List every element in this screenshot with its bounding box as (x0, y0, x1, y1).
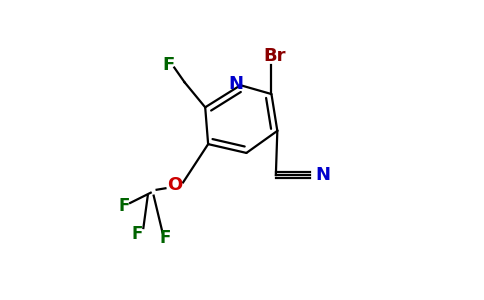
Text: O: O (166, 176, 182, 194)
Text: F: F (162, 56, 175, 74)
Text: F: F (160, 229, 171, 247)
Text: N: N (316, 166, 331, 184)
Text: F: F (119, 197, 130, 215)
Text: N: N (228, 75, 243, 93)
Text: Br: Br (263, 47, 286, 65)
Text: F: F (132, 225, 143, 243)
